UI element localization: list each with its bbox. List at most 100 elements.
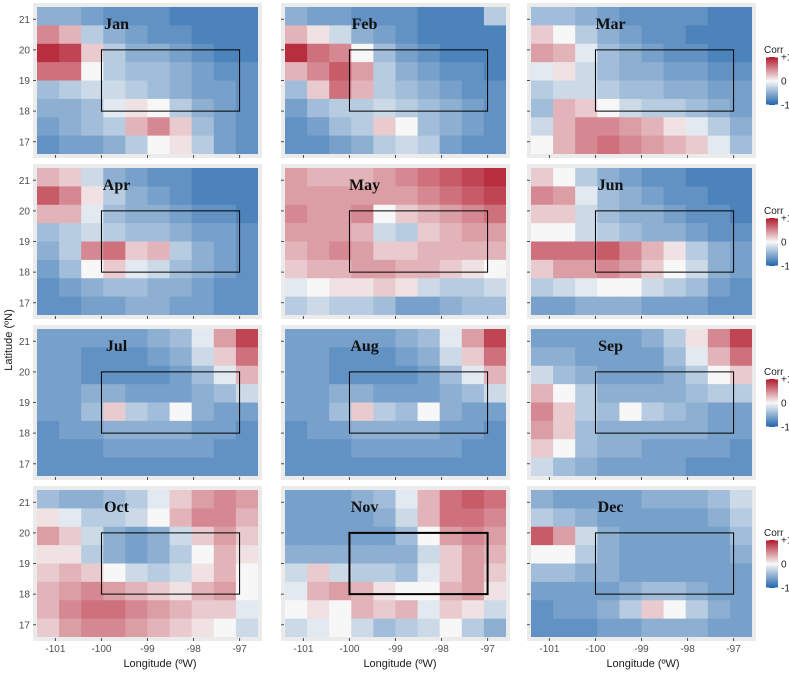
heatmap-cell (483, 420, 506, 440)
heatmap-cell (307, 526, 330, 546)
heatmap-cell (81, 329, 104, 348)
heatmap-cell (553, 347, 576, 367)
heatmap-cell (461, 80, 485, 100)
y-tick-label: 19 (19, 559, 31, 570)
heatmap-cell (81, 526, 104, 546)
heatmap-cell (103, 490, 126, 509)
heatmap-cell (531, 259, 554, 279)
heatmap-cell (575, 563, 598, 583)
heatmap-cell (59, 563, 82, 583)
heatmap-cell (729, 98, 752, 118)
heatmap-cell (685, 563, 709, 583)
heatmap-cell (147, 241, 171, 261)
month-label: Nov (351, 499, 379, 516)
heatmap-cell (685, 168, 709, 187)
heatmap-cell (641, 241, 665, 261)
heatmap-cell (103, 204, 126, 224)
heatmap-cell (729, 329, 752, 348)
heatmap-cell (707, 600, 731, 620)
heatmap-cell (147, 25, 171, 45)
heatmap-cell (575, 402, 598, 422)
heatmap-cell (235, 296, 258, 315)
heatmap-cell (575, 618, 598, 637)
heatmap-cell (373, 80, 397, 100)
x-tick-label: -101 (45, 644, 65, 655)
heatmap-cell (553, 296, 576, 315)
heatmap-cell (685, 439, 709, 459)
heatmap-cell (285, 457, 308, 476)
heatmap-cell (395, 490, 419, 509)
x-tick-label: -98 (680, 644, 695, 655)
heatmap-cell (351, 581, 374, 601)
heatmap-cell (235, 186, 258, 206)
heatmap-cell (685, 296, 709, 315)
heatmap-cell (329, 420, 352, 440)
heatmap-cell (213, 457, 237, 476)
heatmap-cell (663, 204, 687, 224)
heatmap-cell (641, 278, 665, 298)
heatmap-cell (59, 402, 82, 422)
heatmap-cell (729, 62, 752, 82)
heatmap-cell (373, 168, 397, 187)
heatmap-cell (461, 439, 485, 459)
heatmap-cell (125, 98, 149, 118)
heatmap-cell (685, 347, 709, 367)
heatmap-cell (81, 80, 104, 100)
heatmap-cell (191, 600, 215, 620)
heatmap-cell (59, 581, 82, 601)
heatmap-cell (619, 62, 643, 82)
heatmap-cell (169, 168, 193, 187)
heatmap-cell (461, 563, 485, 583)
heatmap-cell (59, 600, 82, 620)
heatmap-cell (37, 168, 60, 187)
heatmap-cell (103, 439, 126, 459)
panel-sep: Sep (527, 325, 756, 480)
heatmap-cell (213, 563, 237, 583)
heatmap-cell (285, 223, 308, 243)
y-tick-label: 17 (19, 137, 31, 148)
legend-label: +1 (781, 375, 789, 386)
heatmap-cell (395, 25, 419, 45)
heatmap-cell (641, 62, 665, 82)
heatmap-cell (59, 526, 82, 546)
heatmap-cell (59, 420, 82, 440)
heatmap-cell (307, 168, 330, 187)
heatmap-cell (641, 117, 665, 137)
heatmap-cells (37, 490, 258, 637)
heatmap-cell (707, 62, 731, 82)
heatmap-cell (575, 223, 598, 243)
heatmap-cell (531, 98, 554, 118)
legend-label: 0 (781, 77, 787, 88)
heatmap-cell (483, 618, 506, 637)
heatmap-cell (461, 402, 485, 422)
heatmap-cell (641, 402, 665, 422)
heatmap-cell (81, 490, 104, 509)
heatmap-cell (37, 80, 60, 100)
heatmap-cell (531, 402, 554, 422)
heatmap-cell (707, 618, 731, 637)
heatmap-cell (417, 62, 441, 82)
heatmap-cell (417, 259, 441, 279)
legend-label: -1 (781, 262, 789, 273)
heatmap-cell (685, 508, 709, 528)
heatmap-cell (531, 347, 554, 367)
heatmap-cell (235, 365, 258, 385)
heatmap-cell (439, 347, 463, 367)
heatmap-cell (351, 545, 374, 565)
y-tick-label: 18 (19, 429, 31, 440)
study-area-box (594, 49, 735, 112)
heatmap-cell (213, 62, 237, 82)
heatmap-cell (531, 545, 554, 565)
study-area-box (100, 371, 241, 434)
x-tick-label: -98 (434, 644, 449, 655)
heatmap-cell (191, 135, 215, 154)
heatmap-cell (191, 457, 215, 476)
heatmap-cell (373, 259, 397, 279)
heatmap-cell (351, 204, 374, 224)
heatmap-cell (373, 7, 397, 26)
heatmap-cell (685, 581, 709, 601)
y-tick-label: 21 (19, 498, 31, 509)
heatmap-cell (103, 135, 126, 154)
heatmap-cell (59, 223, 82, 243)
month-label: Feb (352, 16, 378, 33)
